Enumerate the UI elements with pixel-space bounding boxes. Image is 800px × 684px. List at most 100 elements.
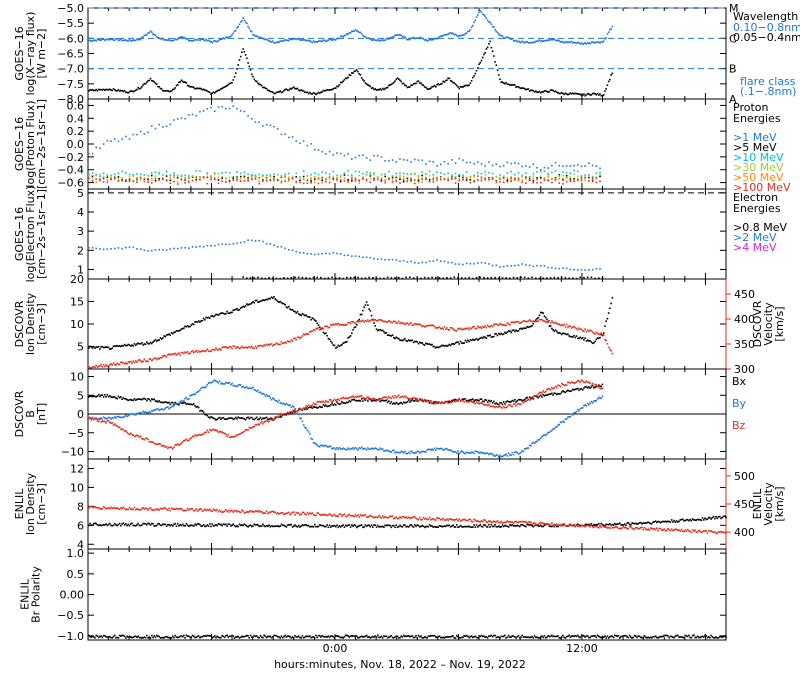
data-point (508, 452, 510, 454)
data-point (321, 171, 323, 173)
data-point (541, 392, 543, 394)
data-point (307, 406, 309, 408)
data-point (221, 106, 223, 108)
data-point (352, 72, 354, 74)
data-point (465, 340, 467, 342)
data-point (486, 337, 488, 339)
data-point (370, 86, 372, 88)
data-point (355, 171, 357, 173)
data-point (475, 526, 477, 528)
data-point (566, 177, 568, 179)
data-point (612, 297, 614, 299)
data-point (195, 525, 197, 527)
data-point (589, 402, 591, 404)
data-point (110, 140, 112, 142)
data-point (373, 172, 375, 174)
data-point (232, 523, 234, 525)
data-point (552, 329, 554, 331)
data-point (437, 526, 439, 528)
data-point (397, 322, 399, 324)
data-point (608, 81, 610, 83)
data-point (150, 358, 152, 360)
data-point (488, 404, 490, 406)
data-point (534, 443, 536, 445)
data-point (586, 331, 588, 333)
data-point (293, 86, 295, 88)
data-point (225, 433, 227, 435)
data-point (499, 181, 501, 183)
data-point (458, 398, 460, 400)
data-point (436, 165, 438, 167)
data-point (92, 176, 94, 178)
data-point (347, 77, 349, 79)
data-point (121, 171, 123, 173)
data-point (570, 180, 572, 182)
data-point (314, 182, 316, 184)
data-point (455, 162, 457, 164)
data-point (256, 300, 258, 302)
data-point (609, 79, 611, 81)
data-point (484, 524, 486, 526)
y-right-tick-label: 450 (734, 288, 755, 301)
data-point (447, 262, 449, 264)
data-point (425, 401, 427, 403)
data-point (284, 176, 286, 178)
data-point (287, 412, 289, 414)
data-point (392, 259, 394, 261)
data-point (518, 177, 520, 179)
data-point (166, 175, 168, 177)
y-tick-label: 10 (70, 481, 84, 494)
data-point (477, 161, 479, 163)
data-point (234, 346, 236, 348)
data-point (144, 177, 146, 179)
data-point (455, 263, 457, 265)
data-point (425, 163, 427, 165)
data-point (146, 400, 148, 402)
data-point (102, 394, 104, 396)
y-tick-label: 5 (77, 187, 84, 200)
data-point (502, 35, 504, 37)
data-point (332, 176, 334, 178)
data-point (478, 12, 480, 14)
data-point (277, 246, 279, 248)
data-point (418, 179, 420, 181)
data-point (503, 178, 505, 180)
data-point (210, 526, 212, 528)
data-point (463, 401, 465, 403)
data-point (521, 175, 523, 177)
data-point (135, 414, 137, 416)
data-point (428, 526, 430, 528)
data-point (376, 526, 378, 528)
data-point (274, 344, 276, 346)
data-point (350, 526, 352, 528)
data-point (562, 267, 564, 269)
data-point (365, 399, 367, 401)
data-point (95, 418, 97, 420)
data-point (547, 174, 549, 176)
data-point (441, 83, 443, 85)
data-point (449, 525, 451, 527)
data-point (377, 258, 379, 260)
data-point (219, 417, 221, 419)
data-point (361, 77, 363, 79)
data-point (281, 246, 283, 248)
data-point (150, 412, 152, 414)
data-point (481, 398, 483, 400)
data-point (334, 447, 336, 449)
data-point (99, 248, 101, 250)
data-point (403, 83, 405, 85)
data-point (118, 89, 120, 91)
data-point (186, 397, 188, 399)
data-point (421, 175, 423, 177)
data-point (395, 179, 397, 181)
data-point (370, 174, 372, 176)
data-point (358, 183, 360, 185)
series-velocity (88, 319, 613, 369)
data-point (302, 421, 304, 423)
data-point (288, 249, 290, 251)
data-point (425, 179, 427, 181)
data-point (270, 125, 272, 127)
data-point (294, 409, 296, 411)
data-point (612, 353, 614, 355)
data-point (447, 172, 449, 174)
